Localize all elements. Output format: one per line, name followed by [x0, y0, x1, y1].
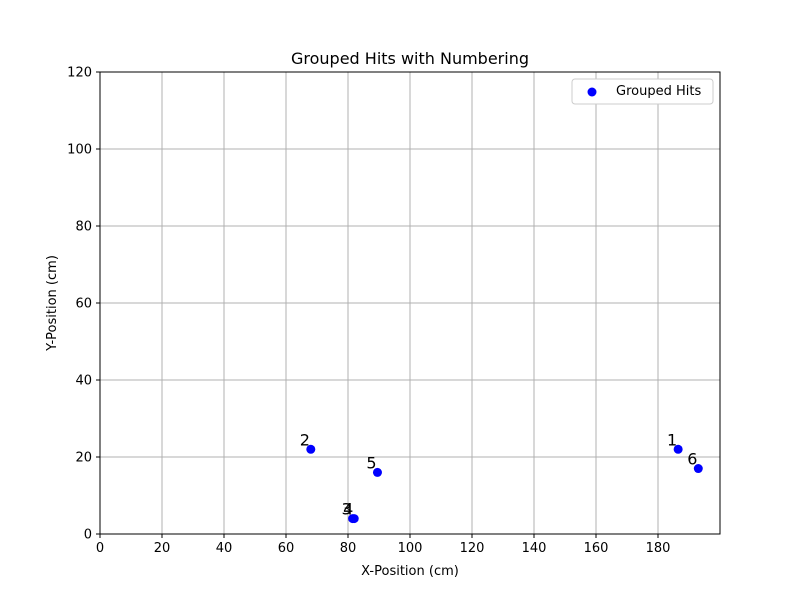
- y-axis-label: Y-Position (cm): [45, 255, 60, 352]
- y-axis-ticks: 0 20 40 60 80 100 120: [67, 66, 100, 543]
- x-tick-label: 140: [522, 541, 547, 556]
- point-label-3: 3: [342, 500, 352, 519]
- x-tick-label: 180: [646, 541, 671, 556]
- x-tick-label: 0: [96, 541, 104, 556]
- x-axis-label: X-Position (cm): [361, 564, 459, 579]
- x-tick-label: 20: [154, 541, 171, 556]
- plot-area-frame: [99, 71, 721, 535]
- x-tick-label: 60: [278, 541, 295, 556]
- scatter-point-2: [306, 444, 316, 454]
- scatter-point-6: [693, 464, 703, 474]
- point-label-4: 4: [343, 500, 353, 519]
- y-tick-label: 60: [75, 297, 92, 312]
- x-tick-label: 100: [398, 541, 423, 556]
- scatter-point-5: [372, 467, 382, 477]
- point-label-2: 2: [300, 430, 310, 449]
- x-tick-label: 80: [340, 541, 357, 556]
- point-label-1: 1: [667, 430, 677, 449]
- scatter-point-1: [673, 444, 683, 454]
- x-tick-label: 120: [460, 541, 485, 556]
- legend: Grouped Hits: [571, 78, 714, 105]
- x-tick-label: 160: [584, 541, 609, 556]
- point-label-5: 5: [366, 453, 376, 472]
- x-tick-label: 40: [216, 541, 233, 556]
- legend-marker: [587, 87, 597, 97]
- y-tick-label: 0: [84, 528, 92, 543]
- y-tick-label: 120: [67, 66, 92, 81]
- scatter-points: [306, 444, 703, 524]
- y-tick-label: 40: [75, 374, 92, 389]
- x-axis-ticks: 0 20 40 60 80 100 120 140 160 180: [96, 534, 671, 556]
- legend-label: Grouped Hits: [616, 84, 701, 99]
- y-tick-label: 100: [67, 143, 92, 158]
- y-tick-label: 80: [75, 220, 92, 235]
- y-tick-label: 20: [75, 451, 92, 466]
- scatter-point-4: [349, 514, 359, 524]
- point-labels: 1 2 34 5 6: [300, 430, 698, 518]
- point-label-6: 6: [687, 450, 697, 469]
- legend-box: [571, 78, 714, 105]
- chart-title: Grouped Hits with Numbering: [291, 49, 529, 68]
